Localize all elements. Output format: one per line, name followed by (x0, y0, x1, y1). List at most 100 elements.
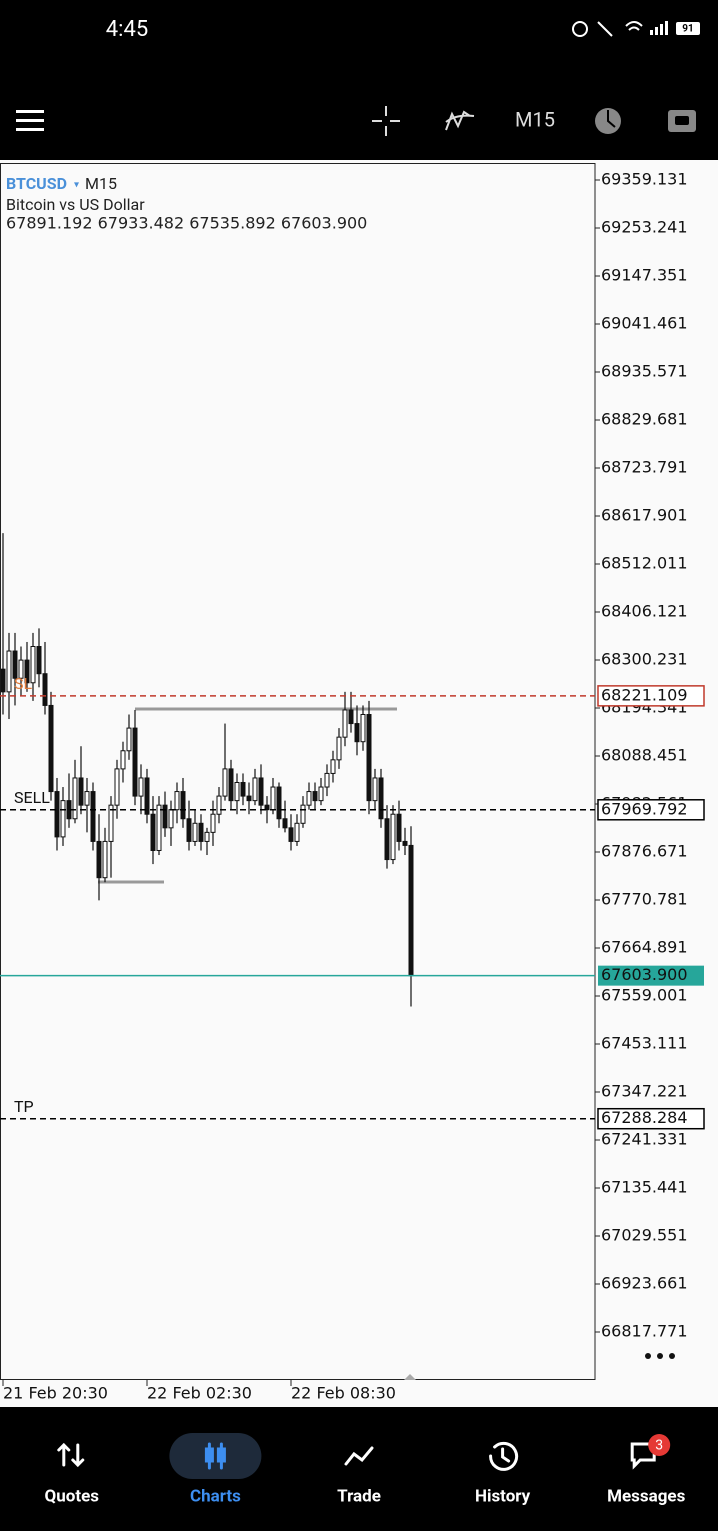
candle-body (324, 772, 330, 788)
price-tag (597, 685, 705, 707)
candle-body (300, 804, 306, 824)
symbol-description: Bitcoin vs US Dollar (6, 195, 145, 214)
candle-body (108, 804, 114, 842)
candle-body (42, 673, 48, 706)
candle-body (228, 768, 234, 802)
candle-body (18, 659, 24, 679)
candle-body (222, 768, 228, 797)
objects-button[interactable] (595, 108, 621, 134)
candle-body (72, 777, 78, 820)
candle-body (0, 668, 6, 693)
candle-body (168, 809, 174, 829)
price-tag-label: 67969.792 (601, 799, 688, 818)
candle-body (384, 818, 390, 861)
nav-label[interactable]: History (475, 1486, 531, 1506)
candle-body (156, 804, 162, 851)
candle-body (138, 777, 144, 797)
nav-icon (57, 1442, 85, 1468)
candle-body (30, 646, 36, 684)
x-tick-label: 22 Feb 02:30 (147, 1384, 252, 1403)
y-tick-label: 68723.791 (601, 457, 688, 476)
nav-label[interactable]: Charts (190, 1486, 241, 1506)
y-tick-label: 66923.661 (601, 1273, 688, 1292)
candle-body (216, 795, 222, 815)
price-tag (597, 1107, 705, 1130)
price-tag-label: 67603.900 (601, 965, 688, 984)
chart-frame (0, 163, 596, 1380)
candle-body (120, 750, 126, 770)
candle-body (78, 777, 84, 806)
candle-body (276, 786, 282, 820)
candle-body (354, 723, 360, 743)
candle-body (60, 800, 66, 838)
candle-body (312, 791, 318, 802)
symbol[interactable]: BTCUSD (6, 174, 67, 193)
candle-body (102, 840, 108, 879)
candle-body (12, 650, 18, 679)
scroll-marker (404, 1374, 416, 1380)
nav-label[interactable]: Trade (337, 1486, 381, 1506)
candle-body (6, 650, 12, 693)
candle-body (270, 786, 276, 811)
timeframe-button[interactable]: M15 (515, 107, 555, 131)
nav-items: Quotes Charts Trade History Messages 3 (45, 1433, 686, 1506)
y-tick-label: 68088.451 (601, 745, 688, 764)
candle-body (318, 786, 324, 802)
candle-body (288, 827, 294, 842)
chart-timeframe: M15 (85, 174, 117, 193)
y-tick-label: 68617.901 (601, 505, 688, 524)
candle-body (96, 840, 102, 879)
candle-body (294, 822, 300, 842)
nav-label[interactable]: Messages (607, 1486, 686, 1506)
candle-body (192, 822, 198, 842)
y-tick-label: 68300.231 (601, 649, 688, 668)
indicators-button[interactable] (445, 110, 475, 131)
y-tick-label: 67876.671 (601, 841, 688, 860)
candle-body (282, 818, 288, 829)
y-tick-label: 68512.011 (601, 553, 688, 572)
top-bar (0, 0, 718, 160)
y-tick-label: 69041.461 (601, 313, 688, 332)
nav-label[interactable]: Quotes (45, 1486, 100, 1506)
more-button[interactable] (645, 1353, 675, 1359)
trade-button[interactable] (668, 110, 696, 132)
candle-body (390, 813, 396, 861)
candle-body (210, 813, 216, 833)
crosshair-button[interactable] (372, 106, 400, 136)
x-tick-label: 22 Feb 08:30 (291, 1384, 396, 1403)
clock: 4:45 (106, 17, 148, 42)
ohlc-readout: 67891.192 67933.482 67535.892 67603.900 (6, 214, 367, 233)
price-line-label: SL (14, 674, 33, 693)
price-tag (597, 799, 705, 821)
candle-body (84, 791, 90, 806)
candle-body (126, 727, 132, 752)
y-tick-label: 67453.111 (601, 1033, 688, 1052)
candle-body (342, 709, 348, 738)
candle-body (264, 804, 270, 811)
candle-body (36, 646, 42, 675)
nav-icon (489, 1441, 519, 1471)
y-tick-label: 68935.571 (601, 361, 688, 380)
menu-button[interactable] (16, 110, 44, 131)
y-tick-label: 67559.001 (601, 985, 688, 1004)
symbol-dropdown[interactable]: ▾ (74, 180, 79, 191)
candle-body (336, 736, 342, 761)
candle-body (306, 791, 312, 806)
nav-badge (648, 1434, 671, 1456)
candle-body (378, 777, 384, 820)
bottom-nav (0, 1407, 718, 1531)
candle-body (48, 704, 54, 793)
candle-body (132, 727, 138, 797)
y-tick-label: 67664.891 (601, 937, 688, 956)
nav-icon (344, 1446, 374, 1466)
candle-body (372, 777, 378, 802)
y-tick-label: 67770.781 (601, 889, 688, 908)
candle-body (330, 759, 336, 774)
candle-body (246, 795, 252, 802)
nav-active-pill (169, 1433, 262, 1479)
y-tick-label: 66817.771 (601, 1321, 688, 1340)
candle-body (150, 813, 156, 851)
price-tag-label: 68221.109 (601, 685, 688, 704)
candle-body (24, 659, 30, 684)
